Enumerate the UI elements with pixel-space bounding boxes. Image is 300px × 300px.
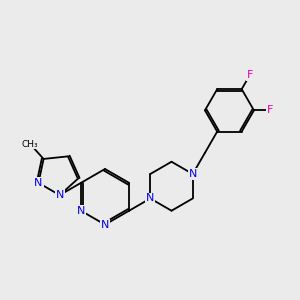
- Text: F: F: [247, 70, 253, 80]
- Text: CH₃: CH₃: [22, 140, 38, 148]
- Text: N: N: [101, 220, 109, 230]
- Text: N: N: [77, 206, 85, 216]
- Text: N: N: [34, 178, 43, 188]
- Text: N: N: [146, 194, 154, 203]
- Text: N: N: [188, 169, 197, 179]
- Text: N: N: [56, 190, 64, 200]
- Text: F: F: [267, 105, 273, 116]
